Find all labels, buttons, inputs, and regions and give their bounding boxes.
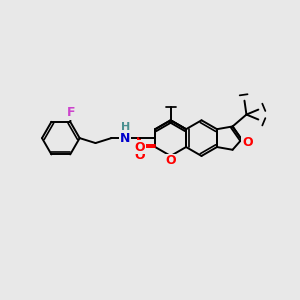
Text: F: F	[67, 106, 76, 119]
Text: H: H	[121, 122, 130, 132]
Text: N: N	[120, 132, 130, 145]
Text: O: O	[135, 149, 146, 162]
Text: O: O	[165, 154, 176, 167]
Text: O: O	[242, 136, 253, 149]
Text: O: O	[134, 140, 145, 154]
